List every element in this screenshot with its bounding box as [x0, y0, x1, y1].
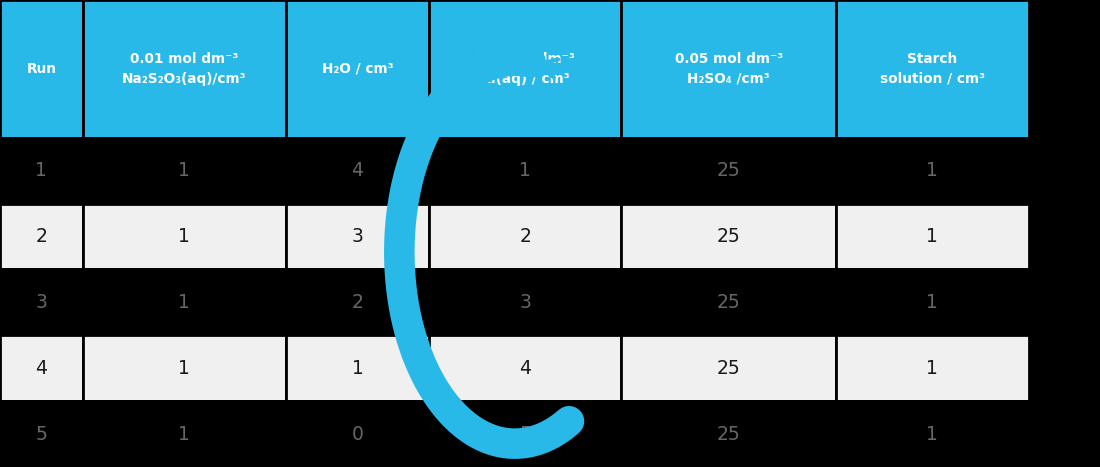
- Bar: [836, 204, 1028, 269]
- Bar: [621, 269, 836, 335]
- Bar: [429, 335, 621, 401]
- Text: 4: 4: [35, 359, 47, 378]
- Bar: [0, 335, 82, 401]
- Bar: [82, 138, 286, 204]
- Text: 25: 25: [717, 161, 740, 180]
- Bar: [286, 204, 429, 269]
- Text: 0.01 mol dm⁻³
Na₂S₂O₃(aq)/cm³: 0.01 mol dm⁻³ Na₂S₂O₃(aq)/cm³: [122, 52, 246, 85]
- Text: 1: 1: [178, 227, 190, 246]
- Text: 4: 4: [519, 359, 531, 378]
- Text: 0: 0: [352, 425, 363, 444]
- Bar: [0, 269, 82, 335]
- Bar: [621, 335, 836, 401]
- Bar: [82, 335, 286, 401]
- Bar: [286, 401, 429, 467]
- Text: 2: 2: [35, 227, 47, 246]
- Bar: [286, 0, 429, 138]
- Bar: [621, 0, 836, 138]
- Text: 2: 2: [519, 227, 531, 246]
- Text: 3: 3: [35, 293, 47, 312]
- Bar: [621, 401, 836, 467]
- Text: 0.5 mol dm⁻³
KI(aq) / cm³: 0.5 mol dm⁻³ KI(aq) / cm³: [476, 52, 574, 85]
- Text: 1: 1: [926, 425, 938, 444]
- Bar: [836, 401, 1028, 467]
- Bar: [621, 138, 836, 204]
- Bar: [82, 269, 286, 335]
- Bar: [429, 204, 621, 269]
- Text: 1: 1: [926, 227, 938, 246]
- Text: 1: 1: [352, 359, 363, 378]
- Text: 0.05 mol dm⁻³
H₂SO₄ /cm³: 0.05 mol dm⁻³ H₂SO₄ /cm³: [674, 52, 783, 85]
- Bar: [429, 401, 621, 467]
- Text: 3: 3: [352, 227, 363, 246]
- Text: 25: 25: [717, 293, 740, 312]
- Bar: [836, 335, 1028, 401]
- Bar: [0, 204, 82, 269]
- Bar: [286, 335, 429, 401]
- Bar: [0, 138, 82, 204]
- Text: 1: 1: [178, 425, 190, 444]
- Bar: [429, 138, 621, 204]
- Text: H₂O / cm³: H₂O / cm³: [321, 62, 394, 76]
- Bar: [836, 269, 1028, 335]
- Bar: [82, 401, 286, 467]
- Bar: [0, 0, 82, 138]
- Bar: [429, 269, 621, 335]
- Text: 1: 1: [926, 293, 938, 312]
- Bar: [621, 204, 836, 269]
- Text: 1: 1: [926, 359, 938, 378]
- Bar: [82, 0, 286, 138]
- Bar: [429, 0, 621, 138]
- Text: 1: 1: [178, 161, 190, 180]
- Text: 1: 1: [519, 161, 531, 180]
- Bar: [836, 138, 1028, 204]
- Bar: [286, 138, 429, 204]
- Text: 25: 25: [717, 359, 740, 378]
- Text: 5: 5: [519, 425, 531, 444]
- Text: 1: 1: [35, 161, 47, 180]
- Text: 25: 25: [717, 425, 740, 444]
- Text: 3: 3: [519, 293, 531, 312]
- Bar: [82, 204, 286, 269]
- Text: 2: 2: [352, 293, 363, 312]
- Bar: [286, 269, 429, 335]
- Text: 1: 1: [178, 359, 190, 378]
- Bar: [836, 0, 1028, 138]
- Text: 1: 1: [926, 161, 938, 180]
- Text: Starch
solution / cm³: Starch solution / cm³: [880, 52, 984, 85]
- Text: Run: Run: [26, 62, 56, 76]
- Text: 5: 5: [35, 425, 47, 444]
- Text: 4: 4: [352, 161, 363, 180]
- Text: 1: 1: [178, 293, 190, 312]
- Bar: [0, 401, 82, 467]
- Text: 25: 25: [717, 227, 740, 246]
